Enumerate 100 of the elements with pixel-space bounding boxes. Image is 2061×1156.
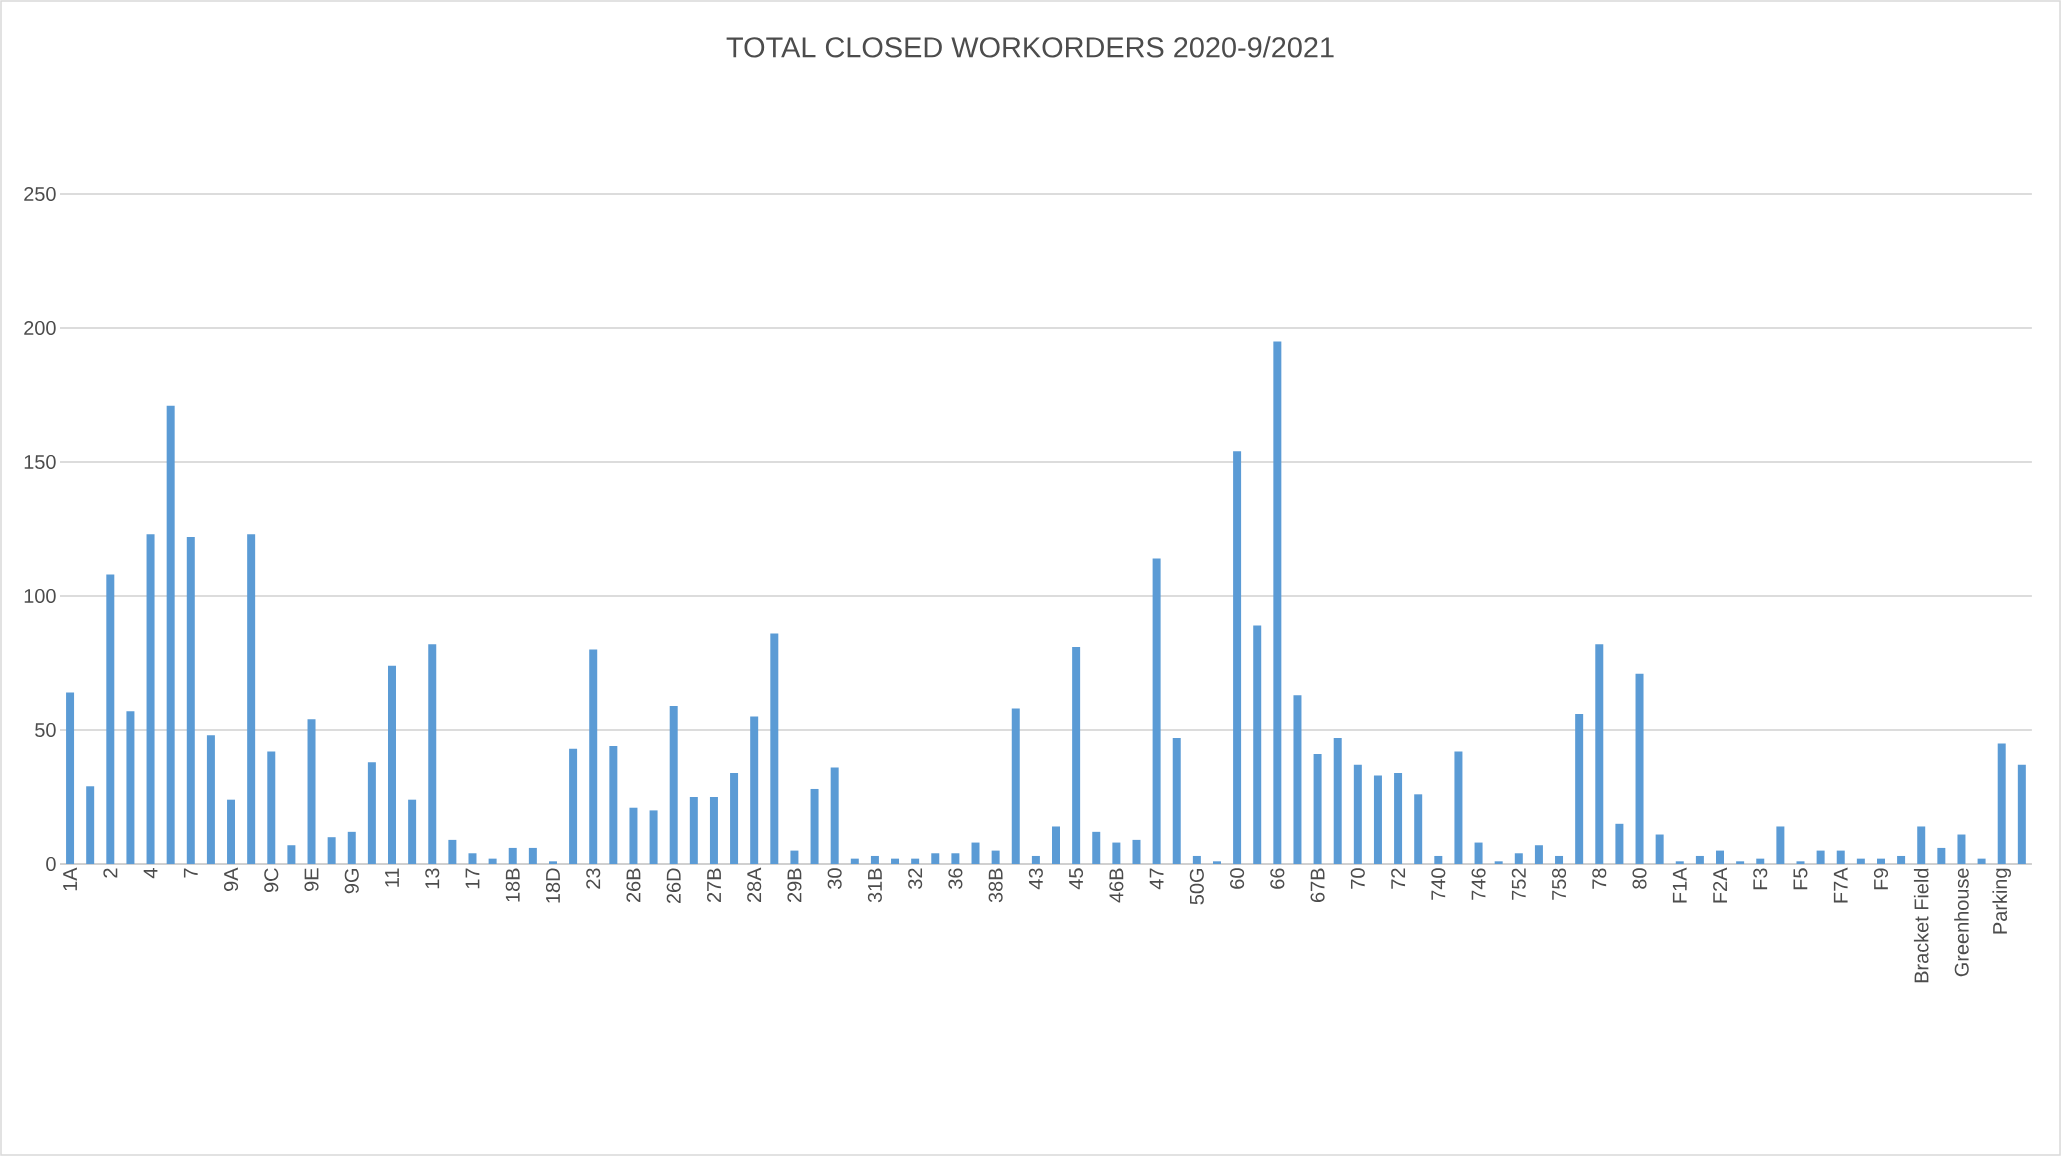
x-tick-label: 67B	[1310, 868, 1325, 902]
x-tick-label: Bracket Field	[1913, 868, 1929, 983]
bar	[428, 644, 437, 864]
bar	[790, 850, 799, 864]
x-tick-label: 7	[183, 868, 198, 878]
bar	[146, 534, 155, 864]
x-tick-label: F7A	[1833, 867, 1848, 903]
x-tick-label: 27B	[706, 868, 721, 902]
bar	[689, 797, 698, 864]
x-tick-label: 30	[827, 868, 842, 889]
bar	[1997, 743, 2006, 864]
x-tick-label: 18B	[505, 868, 520, 902]
x-tick-label: 36	[948, 868, 963, 889]
bar	[186, 537, 195, 864]
x-tick-label: 23	[586, 868, 601, 889]
bar	[891, 858, 900, 864]
bar	[267, 751, 276, 864]
bar	[86, 786, 95, 864]
x-tick-label: 28A	[747, 867, 762, 902]
bar	[1494, 861, 1503, 864]
x-tick-label: 70	[1350, 868, 1365, 889]
x-tick-label: 72	[1391, 868, 1406, 889]
x-tick-label: 78	[1592, 868, 1607, 889]
bar	[1011, 708, 1020, 864]
x-tick-label: 758	[1551, 868, 1567, 900]
x-tick-label: 9G	[344, 869, 359, 894]
x-tick-label: 4	[143, 868, 158, 879]
bar	[1836, 850, 1845, 864]
bar	[1816, 850, 1825, 864]
x-tick-label: F5	[1793, 868, 1808, 890]
x-tick-label: 50G	[1189, 869, 1204, 905]
x-tick-label: 43	[1028, 868, 1043, 890]
bar	[287, 845, 296, 864]
y-tick-label: 0	[46, 856, 56, 872]
bar	[2017, 764, 2026, 864]
chart-title: TOTAL CLOSED WORKORDERS 2020-9/2021	[726, 36, 1334, 58]
bar	[669, 705, 678, 864]
bar	[951, 853, 960, 864]
x-tick-label: F1A	[1672, 867, 1687, 903]
bar	[548, 861, 557, 864]
bar	[1897, 855, 1906, 864]
y-tick-label: 250	[24, 186, 56, 202]
bar	[1052, 826, 1061, 864]
bar	[1212, 861, 1221, 864]
bar	[1273, 341, 1282, 864]
bar	[770, 633, 779, 864]
x-tick-label: 740	[1431, 868, 1446, 900]
bar	[971, 842, 980, 864]
bar	[66, 692, 75, 864]
bar	[1233, 451, 1242, 864]
bar	[1856, 858, 1865, 864]
bar	[227, 799, 236, 864]
bar	[1595, 644, 1604, 864]
bar	[1031, 855, 1040, 864]
bar	[1373, 775, 1382, 864]
bar	[1776, 826, 1785, 864]
x-tick-label: F9	[1873, 868, 1889, 890]
x-tick-label: 38B	[988, 868, 1003, 903]
bar	[367, 762, 376, 864]
bar	[1534, 845, 1543, 864]
bar	[1333, 738, 1342, 864]
bar	[247, 534, 256, 864]
bar	[870, 855, 879, 864]
bar	[709, 797, 718, 864]
bar	[1514, 853, 1523, 864]
y-tick-label: 100	[24, 588, 56, 604]
bar	[1353, 764, 1362, 864]
bar	[1615, 823, 1624, 864]
x-tick-label: 26B	[626, 868, 641, 902]
bar	[1555, 855, 1564, 864]
x-tick-label: 32	[908, 868, 923, 889]
y-tick-label: 50	[35, 722, 56, 738]
x-tick-label: 26D	[666, 868, 681, 904]
x-tick-label: 11	[385, 868, 399, 887]
bar	[1635, 673, 1644, 864]
bar	[750, 716, 759, 864]
x-tick-label: 46B	[1109, 868, 1124, 903]
x-tick-label: F2A	[1713, 867, 1727, 903]
bar	[1716, 850, 1725, 864]
x-tick-label: Greenhouse	[1954, 868, 1969, 977]
bar	[1172, 738, 1181, 864]
bar	[528, 847, 537, 864]
bar	[1655, 834, 1664, 864]
x-tick-label: 9E	[304, 868, 319, 891]
bar	[1736, 861, 1745, 864]
x-tick-label: 13	[425, 868, 440, 889]
x-tick-label: 752	[1511, 868, 1526, 900]
bar	[1132, 839, 1141, 864]
x-tick-label: 66	[1270, 868, 1285, 889]
x-tick-label: 47	[1149, 868, 1164, 890]
x-tick-label: 2	[103, 868, 118, 878]
bar	[106, 574, 115, 864]
bar	[1876, 858, 1885, 864]
bar	[931, 853, 940, 864]
bar	[1253, 625, 1262, 864]
bar	[830, 767, 839, 864]
y-tick-label: 150	[24, 454, 56, 470]
x-tick-label: 9A	[223, 867, 239, 891]
x-tick-label: 746	[1471, 868, 1486, 900]
y-tick-label: 200	[24, 320, 56, 336]
